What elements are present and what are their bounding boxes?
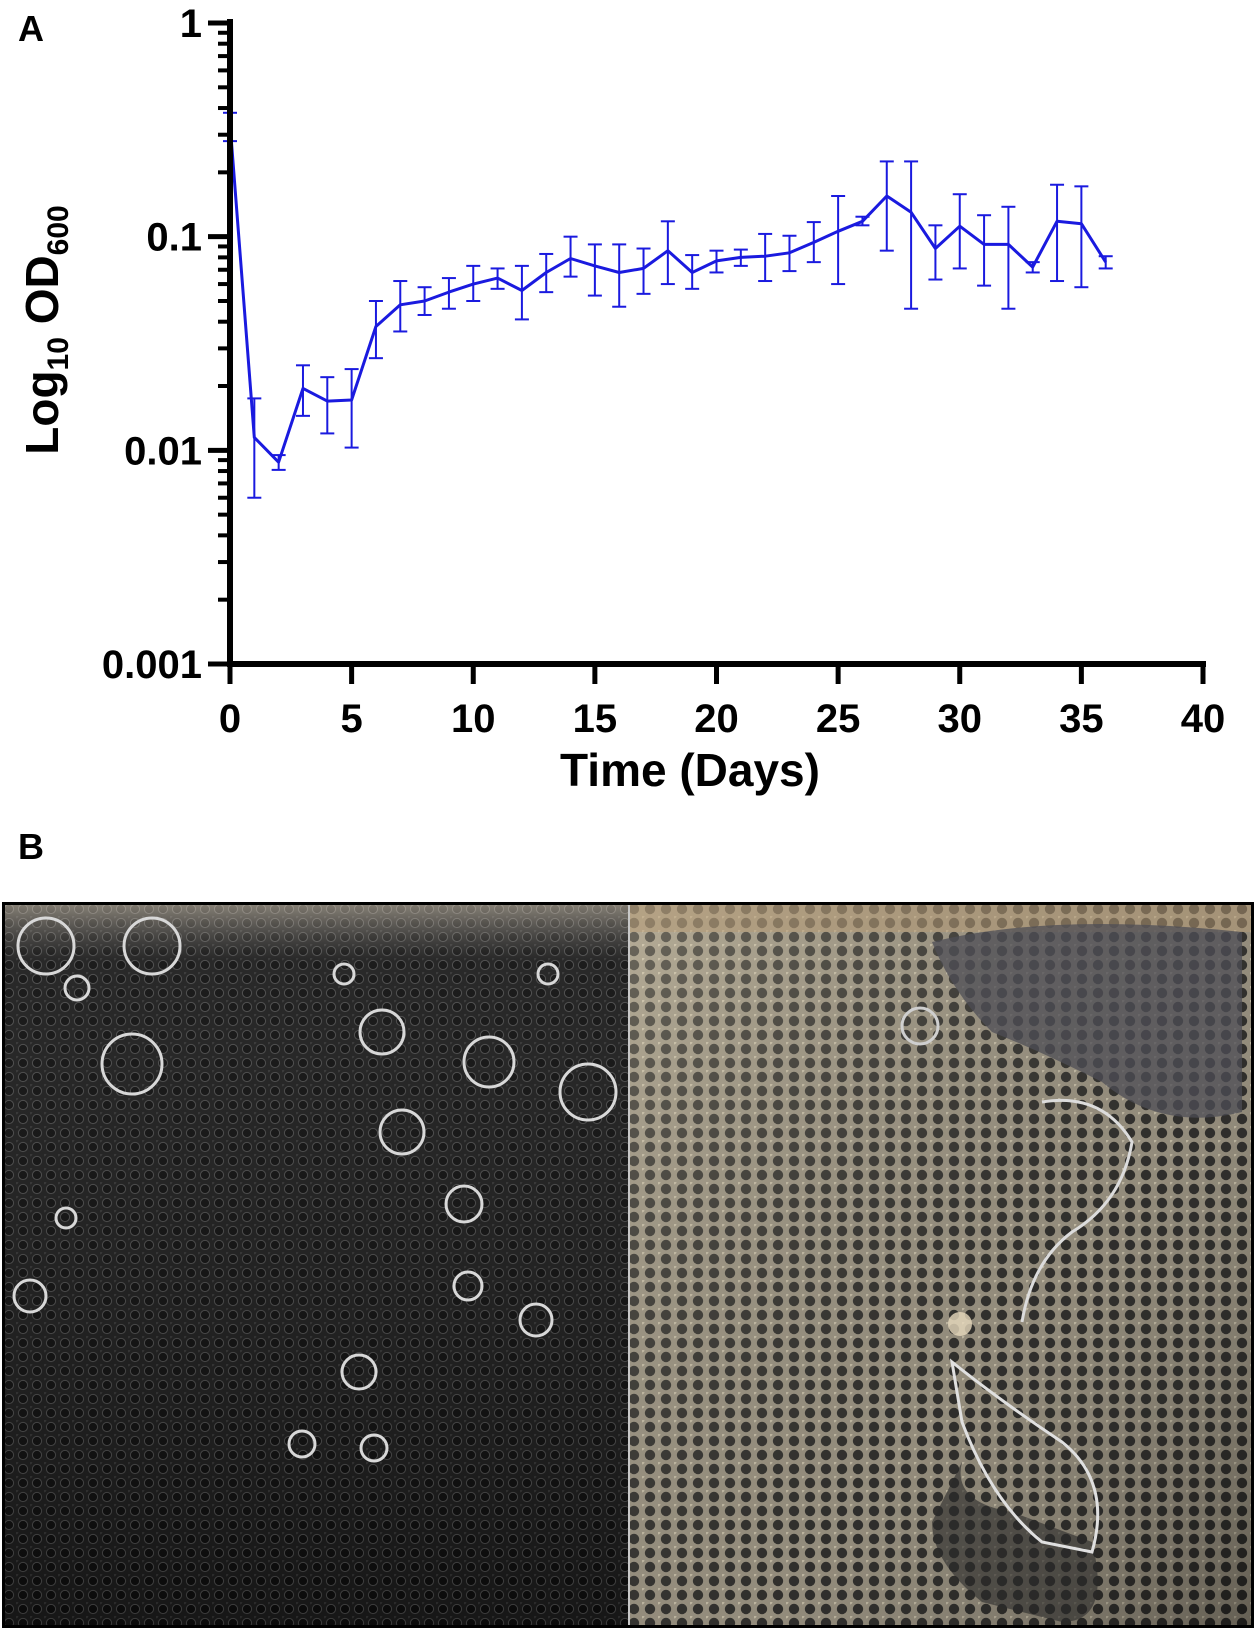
y-tick-label: 0.001	[102, 643, 202, 687]
panel-label-b: B	[18, 826, 44, 867]
error-bar	[904, 160, 919, 310]
y-axis-title: Log10 OD600	[16, 205, 75, 455]
error-bar	[660, 220, 675, 286]
y-axis-title-base: Log	[16, 370, 68, 454]
series-line	[228, 122, 1107, 464]
error-bar	[1001, 205, 1016, 310]
x-tick-label: 35	[1059, 697, 1104, 741]
x-tick-label: 25	[816, 697, 861, 741]
error-bar	[1074, 185, 1089, 289]
error-bar	[247, 397, 262, 499]
error-bar	[977, 214, 992, 287]
error-bar	[636, 247, 651, 295]
photo-right-half	[630, 902, 1254, 1628]
x-tick-label: 30	[938, 697, 983, 741]
bubbles	[12, 916, 618, 1463]
error-bar	[879, 160, 894, 252]
x-tick-label: 40	[1181, 697, 1226, 741]
y-axis-title-main: OD	[16, 255, 68, 337]
error-bar	[587, 243, 602, 297]
error-bar	[1098, 255, 1113, 270]
error-bar	[831, 194, 846, 286]
error-bar	[320, 376, 335, 435]
y-axis-title-main-sub: 600	[42, 205, 75, 255]
x-tick-label: 0	[219, 697, 241, 741]
x-tick-label: 15	[573, 697, 618, 741]
photo-divider	[628, 902, 630, 1628]
x-tick-label: 20	[694, 697, 739, 741]
photo-left-half	[2, 902, 628, 1628]
error-bar	[928, 224, 943, 281]
error-bar	[612, 243, 627, 308]
error-bar	[514, 264, 529, 321]
photo-frame	[2, 902, 1254, 1628]
panel-label-a: A	[18, 8, 44, 49]
error-bar	[344, 368, 359, 449]
x-axis-title: Time (Days)	[560, 744, 820, 796]
x-tick-label: 5	[341, 697, 363, 741]
error-bar	[1050, 183, 1065, 283]
error-bar	[563, 235, 578, 278]
plot-area	[223, 111, 1113, 499]
y-tick-label: 0.01	[124, 429, 202, 473]
error-bar	[952, 193, 967, 270]
photo-panel	[2, 902, 1254, 1628]
x-tick-label: 10	[451, 697, 496, 741]
y-axis-title-base-sub: 10	[42, 337, 75, 370]
y-tick-label: 0.1	[146, 216, 202, 260]
y-tick-label: 1	[180, 2, 202, 46]
